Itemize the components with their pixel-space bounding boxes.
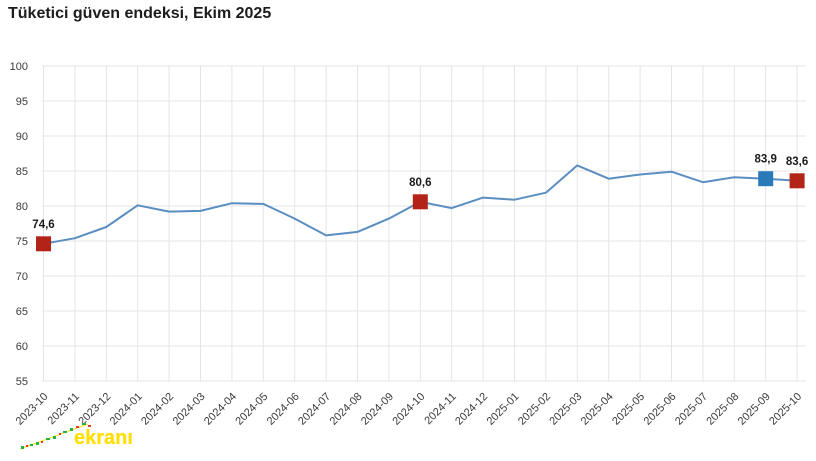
x-tick-label: 2025-06 xyxy=(642,391,679,428)
x-tick-label: 2024-05 xyxy=(233,391,270,428)
y-tick-label: 100 xyxy=(10,61,28,73)
y-tick-label: 85 xyxy=(16,166,28,178)
y-tick-label: 95 xyxy=(16,96,28,108)
x-tick-label: 2024-09 xyxy=(359,391,396,428)
data-point-marker xyxy=(36,236,51,252)
data-point-marker xyxy=(412,194,428,210)
y-tick-label: 70 xyxy=(16,271,28,283)
x-tick-label: 2025-10 xyxy=(767,391,804,428)
y-tick-label: 90 xyxy=(16,131,28,143)
y-tick-label: 65 xyxy=(16,306,28,318)
x-tick-label: 2024-04 xyxy=(202,391,239,428)
x-tick-label: 2025-08 xyxy=(704,391,741,428)
data-point-label: 74,6 xyxy=(32,219,54,231)
x-tick-label: 2024-11 xyxy=(422,391,458,427)
data-point-label: 80,6 xyxy=(409,177,431,189)
watermark-text: ekranı xyxy=(74,427,133,449)
y-tick-label: 75 xyxy=(16,236,28,248)
chart-title: Tüketici güven endeksi, Ekim 2025 xyxy=(8,5,272,22)
x-tick-label: 2025-07 xyxy=(673,391,710,428)
x-tick-label: 2024-03 xyxy=(171,391,208,428)
x-tick-label: 2025-04 xyxy=(579,391,616,428)
x-tick-label: 2024-06 xyxy=(265,391,302,428)
x-tick-label: 2025-01 xyxy=(485,391,522,428)
data-point-marker xyxy=(789,173,805,189)
data-point-marker xyxy=(758,171,774,187)
x-tick-label: 2024-08 xyxy=(328,391,365,428)
data-point-label: 83,6 xyxy=(786,156,808,168)
x-tick-label: 2024-10 xyxy=(390,391,427,428)
x-tick-label: 2025-03 xyxy=(547,391,584,428)
watermark-logo: ekranı xyxy=(12,421,162,461)
x-tick-label: 2024-07 xyxy=(296,391,333,428)
y-tick-label: 55 xyxy=(16,376,28,388)
y-tick-label: 80 xyxy=(16,201,28,213)
data-point-label: 83,9 xyxy=(755,154,777,166)
x-tick-label: 2025-02 xyxy=(516,391,553,428)
x-tick-label: 2025-09 xyxy=(736,391,773,428)
x-tick-label: 2025-05 xyxy=(610,391,647,428)
x-tick-label: 2024-12 xyxy=(453,391,490,428)
consumer-confidence-chart: 1009590858075706560552023-102023-112023-… xyxy=(10,61,809,428)
y-tick-label: 60 xyxy=(16,341,28,353)
